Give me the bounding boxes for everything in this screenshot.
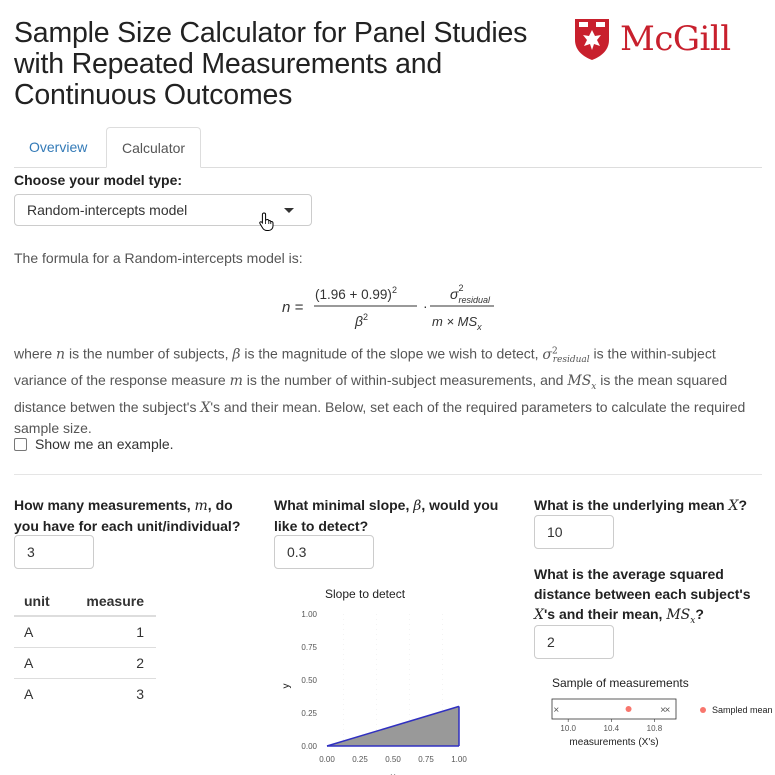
example-checkbox-label: Show me an example.: [35, 436, 174, 452]
page-title: Sample Size Calculator for Panel Studies…: [14, 17, 528, 111]
hand-cursor-icon: [259, 212, 274, 231]
slope-chart: Slope to detect 0.00 0.25 0.50 0.75 1.00 0.0…: [281, 587, 467, 775]
tab-overview[interactable]: Overview: [29, 139, 88, 155]
example-checkbox-row[interactable]: Show me an example.: [14, 436, 174, 452]
measurement-marker: ×: [664, 705, 670, 716]
sampled-mean-point: [625, 706, 632, 712]
description-line-3: distance betwen the subject's X's and th…: [14, 399, 746, 417]
legend-sampled-mean-label: Sampled mean: [712, 705, 773, 715]
mcgill-shield-icon: [575, 19, 609, 60]
sample-chart-title: Sample of measurements: [552, 676, 689, 690]
slope-x-tick-label: 0.25: [352, 755, 368, 764]
model-type-label: Choose your model type:: [14, 172, 183, 188]
formula-denominator: β2: [354, 312, 368, 329]
formula-dot: ·: [423, 298, 428, 314]
column-header-measure: measure: [76, 586, 156, 617]
sample-x-tick-label: 10.8: [647, 724, 663, 733]
chevron-down-icon: [284, 208, 294, 213]
measurements-label: How many measurements, m, do you have fo…: [14, 497, 241, 534]
description-line-2: variance of the response measure m is th…: [14, 372, 728, 393]
formula-description: where n is the number of subjects, β is …: [14, 341, 764, 438]
model-type-value: Random-intercepts model: [27, 202, 188, 218]
ms-x-label: What is the average squared distance bet…: [534, 566, 751, 626]
formula-sigma: σ2 residual: [450, 283, 491, 305]
slope-line: [326, 705, 460, 747]
formula-numerator: (1.96 + 0.99)2: [315, 285, 397, 302]
slope-x-tick-label: 0.00: [319, 755, 335, 764]
slope-x-tick-label: 0.75: [418, 755, 434, 764]
tab-bar: Overview Calculator: [14, 127, 762, 168]
slope-y-tick-label: 1.00: [301, 610, 317, 619]
slope-x-tick-label: 0.50: [385, 755, 401, 764]
measurement-marker: ×: [553, 705, 559, 716]
example-checkbox[interactable]: [14, 437, 27, 451]
sample-size-formula: n = (1.96 + 0.99)2 β2 · σ2 residual m × M…: [282, 282, 502, 332]
legend-sampled-mean-icon: [700, 707, 706, 713]
mean-x-input[interactable]: 10: [534, 515, 614, 549]
logo-text: McGill: [620, 19, 731, 59]
sample-chart-xlabel: measurements (X's): [569, 737, 658, 748]
slope-y-tick-label: 0.25: [301, 709, 317, 718]
description-line-1: where n is the number of subjects, β is …: [14, 345, 716, 366]
sample-x-tick-label: 10.4: [604, 724, 620, 733]
slope-label: What minimal slope, β, would you like to…: [274, 497, 499, 534]
divider: [14, 474, 762, 475]
table-header-row: unit measure: [14, 586, 156, 617]
slope-input[interactable]: 0.3: [274, 535, 374, 569]
slope-y-tick-label: 0.00: [301, 742, 317, 751]
slope-chart-xlabel: x: [391, 772, 396, 775]
model-type-select[interactable]: Random-intercepts model: [14, 194, 312, 226]
formula-intro: The formula for a Random-intercepts mode…: [14, 250, 303, 266]
measurements-input[interactable]: 3: [14, 535, 94, 569]
mcgill-logo: McGill: [572, 14, 731, 64]
formula-rhs-denominator: m × MSx: [432, 314, 482, 332]
mean-x-label: What is the underlying mean X?: [534, 497, 748, 514]
measurement-marker: ×: [660, 705, 666, 716]
slope-chart-title: Slope to detect: [325, 587, 406, 601]
description-sigma: σ2residual: [542, 346, 590, 366]
ms-x-input[interactable]: 2: [534, 625, 614, 659]
tab-calculator[interactable]: Calculator: [106, 127, 202, 168]
slope-y-tick-label: 0.50: [301, 676, 317, 685]
sample-panel: [551, 698, 677, 720]
description-line-4: sample size.: [14, 420, 92, 437]
slope-x-tick-label: 1.00: [451, 755, 467, 764]
sample-chart: Sample of measurements × ×× 10.0 10.4 10.8 …: [551, 676, 773, 748]
formula-lhs: n =: [282, 299, 304, 316]
description-ms: MSx: [567, 373, 597, 393]
sample-x-tick-label: 10.0: [560, 724, 576, 733]
slope-chart-ylabel: y: [281, 684, 292, 689]
column-header-unit: unit: [14, 586, 76, 617]
slope-y-tick-label: 0.75: [301, 643, 317, 652]
